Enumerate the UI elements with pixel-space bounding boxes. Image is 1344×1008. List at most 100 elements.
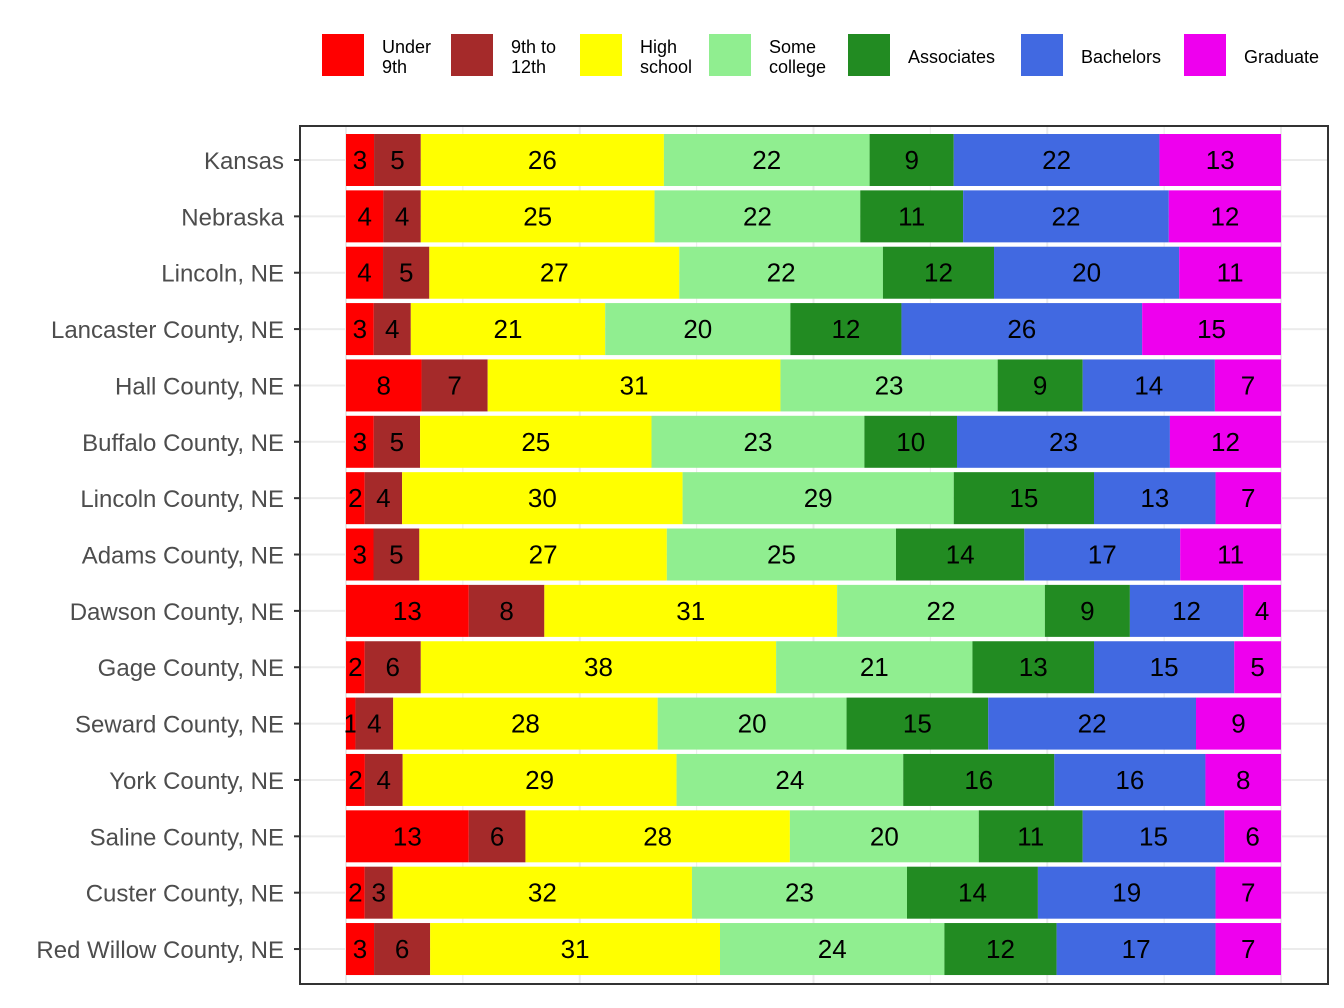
bar-segment — [1215, 866, 1281, 919]
bar-segment — [373, 415, 421, 468]
data-label: 20 — [738, 709, 767, 739]
data-label: 5 — [399, 258, 413, 288]
y-tick-label: Seward County, NE — [75, 712, 284, 739]
bar-segment — [944, 923, 1057, 976]
data-label: 28 — [643, 821, 672, 851]
bar-segment — [346, 528, 374, 581]
bar-row: 4 5 27 22 12 20 11 — [346, 246, 1281, 299]
bar-segment — [1094, 641, 1235, 694]
y-tick-label: Lincoln County, NE — [80, 486, 284, 513]
bar-segment — [963, 190, 1169, 243]
bar-segment — [790, 303, 902, 356]
bar-segment — [410, 303, 606, 356]
data-label: 38 — [584, 652, 613, 682]
data-label: 22 — [1042, 145, 1071, 175]
legend-label: Some — [769, 37, 816, 57]
bar-row: 2 6 38 21 13 15 5 — [346, 641, 1281, 694]
data-label: 31 — [676, 596, 705, 626]
bar-segment — [903, 753, 1055, 806]
data-label: 11 — [898, 201, 925, 231]
data-label: 22 — [752, 145, 781, 175]
data-label: 28 — [511, 709, 540, 739]
bar-segment — [421, 359, 488, 412]
data-label: 12 — [986, 934, 1015, 964]
bar-segment — [1214, 359, 1281, 412]
bar-row: 8 7 31 23 9 14 7 — [346, 359, 1281, 412]
bar-segment — [346, 753, 365, 806]
bar-segment — [1179, 246, 1281, 299]
data-label: 4 — [1255, 596, 1269, 626]
data-label: 26 — [1007, 314, 1036, 344]
bar-segment — [1054, 753, 1206, 806]
bar-row: 1 4 28 20 15 22 9 — [343, 697, 1281, 750]
data-label: 4 — [367, 709, 381, 739]
bar-segment — [346, 641, 365, 694]
data-label: 22 — [743, 201, 772, 231]
data-label: 4 — [395, 201, 409, 231]
data-label: 5 — [1250, 652, 1264, 682]
data-label: 6 — [1245, 821, 1259, 851]
data-label: 13 — [1140, 483, 1169, 513]
bar-segment — [430, 923, 720, 976]
data-label: 4 — [376, 483, 390, 513]
data-label: 22 — [927, 596, 956, 626]
data-label: 13 — [393, 821, 422, 851]
data-label: 6 — [386, 652, 400, 682]
bar-segment — [429, 246, 680, 299]
data-label: 10 — [896, 427, 925, 457]
data-label: 12 — [924, 258, 953, 288]
data-label: 5 — [390, 145, 404, 175]
data-label: 15 — [1150, 652, 1179, 682]
bar-segment — [374, 923, 431, 976]
bar-segment — [346, 810, 469, 863]
bar-segment — [1129, 584, 1244, 637]
data-label: 23 — [785, 878, 814, 908]
data-label: 31 — [620, 370, 649, 400]
data-label: 2 — [348, 483, 362, 513]
data-label: 3 — [371, 878, 385, 908]
data-label: 29 — [804, 483, 833, 513]
data-label: 17 — [1088, 540, 1117, 570]
bar-segment — [953, 472, 1094, 525]
bar-segment — [666, 528, 896, 581]
bar-segment — [789, 810, 979, 863]
bar-row: 3 6 31 24 12 17 7 — [346, 923, 1281, 976]
data-label: 23 — [1049, 427, 1078, 457]
data-label: 6 — [395, 934, 409, 964]
bar-segment — [420, 190, 655, 243]
bar-segment — [663, 134, 870, 186]
bar-segment — [605, 303, 791, 356]
data-label: 15 — [1009, 483, 1038, 513]
bar-segment — [525, 810, 790, 863]
data-label: 8 — [377, 370, 391, 400]
legend-item: Bachelors — [1021, 34, 1161, 76]
data-label: 13 — [1019, 652, 1048, 682]
data-label: 6 — [490, 821, 504, 851]
y-tick-label: Buffalo County, NE — [82, 430, 284, 457]
data-label: 11 — [1217, 540, 1244, 570]
legend-key — [1021, 34, 1063, 76]
data-label: 3 — [353, 427, 367, 457]
bar-segment — [676, 753, 904, 806]
data-label: 22 — [767, 258, 796, 288]
bar-segment — [882, 246, 995, 299]
bar-segment — [1037, 866, 1216, 919]
bar-segment — [373, 303, 411, 356]
data-label: 7 — [1241, 483, 1255, 513]
bar-segment — [346, 584, 469, 637]
data-label: 9 — [1080, 596, 1094, 626]
data-label: 3 — [353, 145, 367, 175]
bar-row: 3 5 25 23 10 23 12 — [346, 415, 1281, 468]
bar-segment — [1142, 303, 1281, 356]
bar-segment — [864, 415, 957, 468]
bar-segment — [346, 134, 375, 186]
data-label: 4 — [357, 201, 371, 231]
bar-segment — [374, 134, 421, 186]
data-label: 7 — [447, 370, 461, 400]
data-label: 25 — [521, 427, 550, 457]
data-label: 22 — [1051, 201, 1080, 231]
data-label: 12 — [1211, 427, 1240, 457]
bar-segment — [896, 528, 1025, 581]
